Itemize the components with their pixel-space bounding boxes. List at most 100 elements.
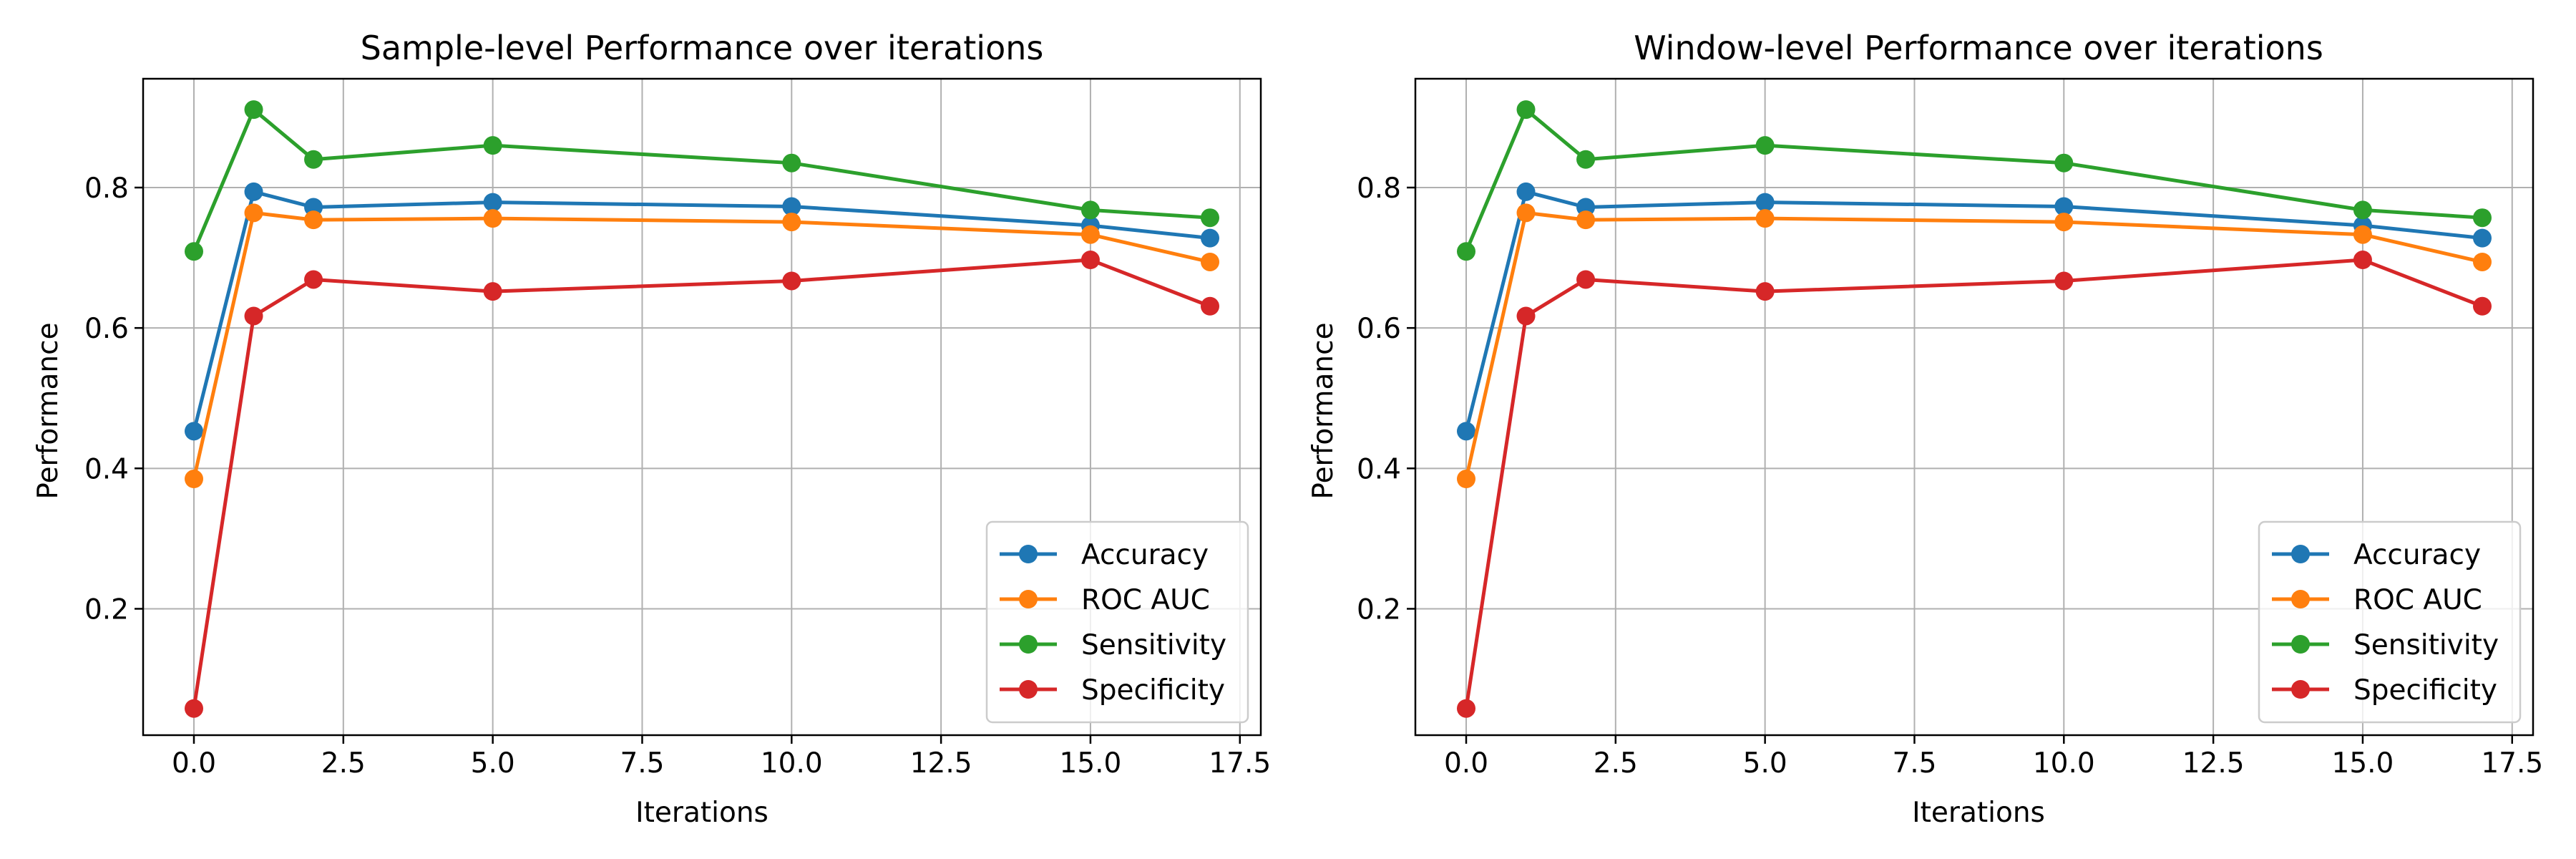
legend-swatch-marker: [1019, 590, 1038, 608]
data-point: [2353, 251, 2372, 270]
x-tick-label: 2.5: [1594, 747, 1638, 780]
legend-label: Accuracy: [1081, 539, 1209, 571]
data-point: [1457, 470, 1475, 489]
legend-label: ROC AUC: [1081, 584, 1210, 616]
series-specificity: [185, 251, 1219, 718]
data-point: [1201, 296, 1219, 316]
x-tick-label: 12.5: [2182, 747, 2245, 780]
data-point: [782, 213, 801, 232]
data-point: [1457, 699, 1475, 718]
data-point: [1755, 209, 1775, 228]
data-point: [1516, 182, 1536, 201]
data-point: [2054, 213, 2074, 232]
x-tick-label: 17.5: [2481, 747, 2543, 780]
legend-label: Sensitivity: [2353, 629, 2499, 661]
legend-swatch-marker: [1019, 635, 1038, 654]
data-point: [2473, 228, 2492, 248]
y-axis-label: Performance: [1307, 322, 1340, 499]
series-line: [1464, 210, 2483, 480]
legend-box: [2258, 520, 2522, 724]
data-point: [2353, 200, 2372, 220]
x-axis-label: Iterations: [1912, 797, 2045, 829]
data-point: [244, 182, 263, 201]
y-tick-label: 0.4: [1357, 453, 1401, 485]
data-point: [1516, 306, 1536, 326]
data-point: [1080, 200, 1100, 220]
data-point: [244, 100, 263, 120]
data-point: [782, 153, 801, 173]
x-tick-label: 7.5: [620, 747, 664, 780]
data-point: [1755, 282, 1775, 301]
y-tick-label: 0.4: [84, 453, 129, 485]
legend-swatch-marker: [2291, 545, 2310, 563]
data-point: [1201, 228, 1219, 248]
y-tick-label: 0.2: [84, 593, 129, 626]
data-point: [304, 270, 323, 289]
y-tick-label: 0.6: [1357, 313, 1401, 345]
series-line: [192, 190, 1211, 432]
legend-label: Accuracy: [2353, 539, 2481, 571]
x-tick-label: 12.5: [910, 747, 972, 780]
series-line: [1464, 107, 2483, 253]
x-tick-label: 0.0: [172, 747, 216, 780]
data-point: [1755, 136, 1775, 155]
y-tick-label: 0.2: [1357, 593, 1401, 626]
x-tick-label: 5.0: [471, 747, 515, 780]
series-line: [192, 107, 1211, 253]
x-tick-label: 7.5: [1892, 747, 1936, 780]
data-point: [1201, 252, 1219, 271]
legend-swatch-marker: [2291, 590, 2310, 608]
data-point: [2473, 208, 2492, 228]
data-point: [483, 193, 502, 212]
x-tick-label: 17.5: [1209, 747, 1271, 780]
series-sensitivity: [1457, 100, 2492, 261]
legend-label: Sensitivity: [1081, 629, 1226, 661]
data-point: [483, 282, 502, 301]
x-tick-label: 15.0: [2332, 747, 2394, 780]
data-point: [185, 242, 203, 261]
data-point: [1080, 225, 1100, 244]
data-point: [1576, 150, 1596, 169]
data-point: [2054, 153, 2074, 173]
panel-sample-level: Sample-level Performance over iterations…: [32, 29, 1271, 829]
legend-label: ROC AUC: [2353, 584, 2482, 616]
x-tick-label: 0.0: [1444, 747, 1488, 780]
data-point: [1516, 203, 1536, 223]
series-roc-auc: [185, 203, 1219, 489]
legend-swatch-marker: [1019, 680, 1038, 699]
data-point: [782, 197, 801, 216]
legend-swatch-marker: [2291, 635, 2310, 654]
y-tick-label: 0.8: [84, 173, 129, 205]
data-point: [1576, 210, 1596, 230]
legend: Accuracy ROC AUC Sensitivity Specificity: [2258, 520, 2522, 724]
x-tick-label: 2.5: [321, 747, 366, 780]
axis-ticks: 0.0 2.5 5.0 7.5 10.0 12.5 15.0 17.5 0.2 0.4 0.6 0.8: [84, 173, 1271, 780]
series-roc-auc: [1457, 203, 2492, 489]
plot-area-frame: [142, 77, 1262, 737]
data-point: [2473, 296, 2492, 316]
series-sensitivity: [185, 100, 1219, 261]
data-point: [1755, 193, 1775, 212]
chart-title: Sample-level Performance over iterations: [361, 29, 1044, 67]
data-point: [185, 699, 203, 718]
y-tick-label: 0.8: [1357, 173, 1401, 205]
data-point: [304, 150, 323, 169]
legend: Accuracy ROC AUC Sensitivity Specificity: [985, 520, 1249, 724]
data-point: [1457, 422, 1475, 441]
legend-label: Specificity: [2353, 674, 2497, 707]
plot-area-frame: [1414, 77, 2534, 737]
panel-window-level: Window-level Performance over iterations…: [1307, 29, 2543, 829]
data-point: [1201, 208, 1219, 228]
x-axis-label: Iterations: [635, 797, 769, 829]
series-specificity: [1457, 251, 2492, 718]
series-line: [1464, 190, 2483, 432]
data-point: [2054, 271, 2074, 291]
data-point: [185, 470, 203, 489]
data-point: [782, 271, 801, 291]
data-point: [483, 136, 502, 155]
series-line: [192, 210, 1211, 480]
data-point: [483, 209, 502, 228]
data-point: [244, 203, 263, 223]
legend-swatch-marker: [1019, 545, 1038, 563]
